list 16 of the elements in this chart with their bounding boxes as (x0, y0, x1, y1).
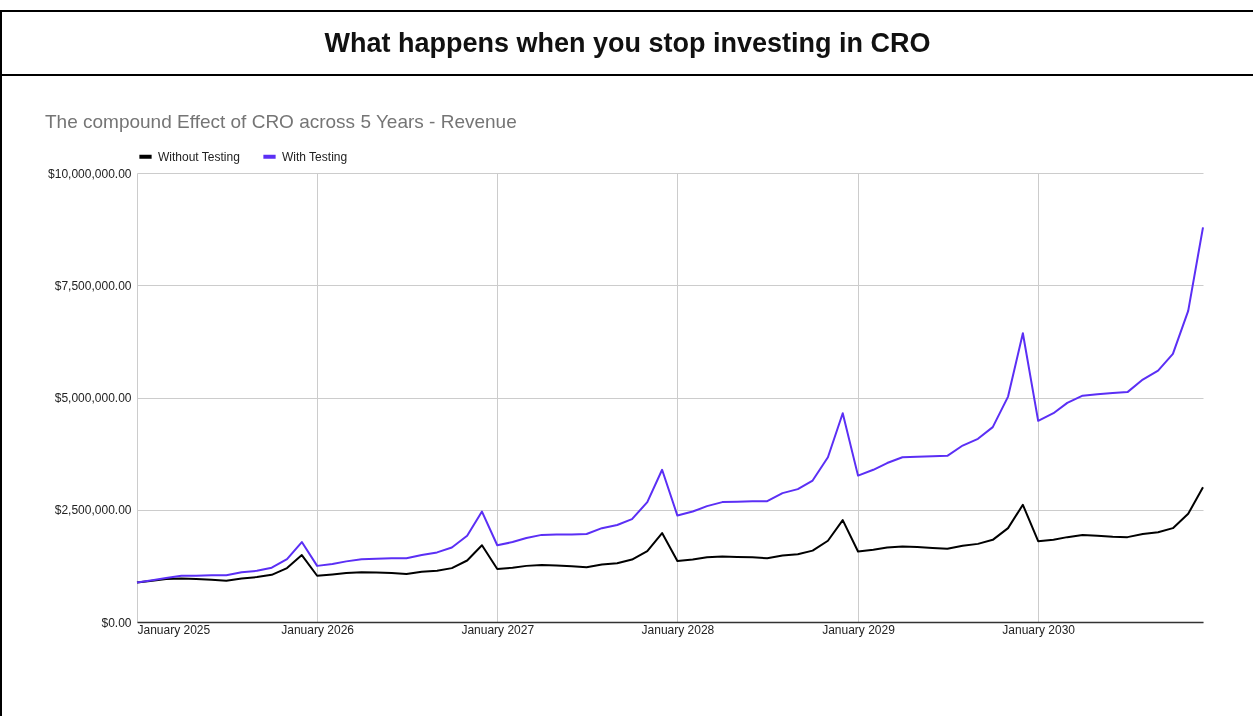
legend-label: Without Testing (158, 149, 240, 164)
y-tick-label: $10,000,000.00 (48, 166, 132, 181)
line-series (136, 226, 1204, 584)
x-tick-label: January 2025 (137, 622, 211, 637)
x-tick-label: January 2028 (641, 622, 715, 637)
y-tick-label: $5,000,000.00 (54, 391, 132, 405)
y-tick-label: $7,500,000.00 (54, 278, 132, 293)
x-tick-label: January 2029 (822, 622, 896, 637)
x-tick-label: January 2026 (281, 622, 355, 637)
legend-label: With Testing (282, 149, 348, 164)
x-tick-label: January 2027 (461, 622, 535, 637)
x-tick-label: January 2030 (1002, 622, 1076, 637)
chart-subtitle: The compound Effect of CRO across 5 Years - Revenue (45, 111, 517, 132)
y-tick-label: $2,500,000.00 (54, 503, 132, 518)
chart-title: What happens when you stop investing in CRO (2, 12, 1253, 76)
y-tick-label: $0.00 (101, 615, 132, 630)
